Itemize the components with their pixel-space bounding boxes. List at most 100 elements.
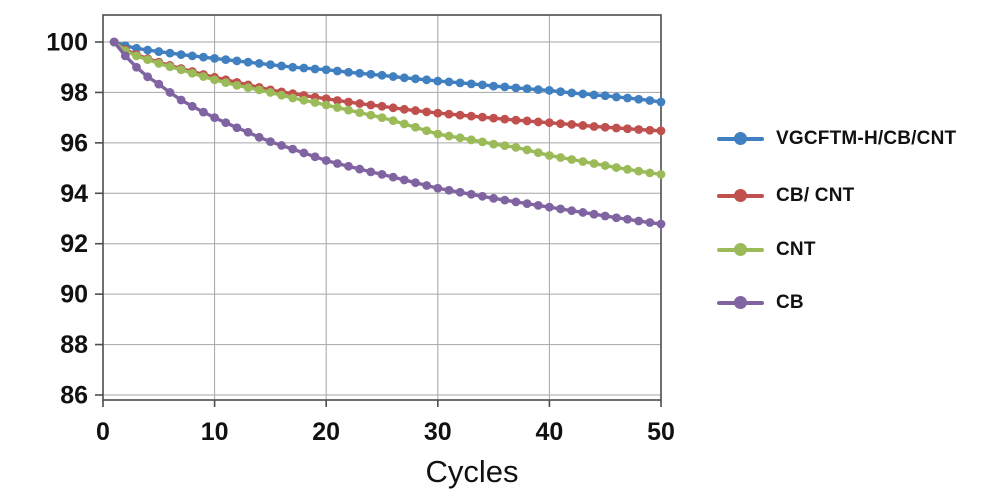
data-point-marker	[455, 78, 465, 88]
data-point-marker	[176, 65, 186, 75]
data-point-marker	[109, 37, 119, 47]
data-point-marker	[411, 74, 420, 84]
data-point-marker	[522, 116, 532, 126]
data-point-marker	[321, 94, 331, 104]
data-point-marker	[332, 66, 342, 76]
data-point-marker	[455, 187, 465, 197]
data-point-marker	[344, 97, 353, 107]
data-point-marker	[567, 88, 577, 98]
data-point-marker	[567, 206, 577, 216]
data-point-marker	[299, 63, 309, 73]
data-point-marker	[444, 185, 454, 195]
x-tick-label: 50	[647, 418, 675, 446]
data-point-marker	[310, 98, 320, 107]
data-point-marker	[332, 96, 342, 105]
data-point-marker	[455, 133, 465, 143]
data-point-marker	[489, 193, 498, 203]
data-point-marker	[266, 60, 275, 70]
data-point-marker	[355, 108, 365, 117]
legend-label: CB	[776, 292, 804, 313]
data-point-marker	[656, 219, 666, 229]
data-point-marker	[332, 103, 342, 112]
data-point-marker	[545, 86, 554, 95]
data-point-marker	[522, 199, 532, 209]
data-point-marker	[154, 47, 164, 56]
data-point-marker	[455, 110, 465, 120]
data-point-marker	[556, 87, 565, 97]
plot-border	[102, 14, 662, 401]
data-point-marker	[545, 118, 554, 128]
y-tick-label: 100	[46, 29, 88, 57]
data-point-marker	[500, 82, 510, 92]
data-point-marker	[399, 175, 409, 185]
data-point-marker	[522, 84, 532, 94]
y-tick-label: 88	[60, 331, 88, 359]
data-point-marker	[422, 181, 432, 190]
y-tick-label: 96	[60, 129, 88, 157]
x-tick-label: 20	[312, 418, 340, 446]
data-point-marker	[366, 167, 376, 177]
data-point-marker	[199, 107, 208, 117]
data-point-marker	[634, 94, 644, 104]
data-point-marker	[199, 72, 208, 81]
data-point-marker	[500, 195, 510, 205]
y-tick-label: 94	[60, 180, 88, 208]
data-point-marker	[366, 100, 376, 110]
data-point-marker	[611, 92, 621, 102]
legend-item-cb: CB	[717, 290, 804, 316]
data-point-marker	[132, 51, 141, 61]
data-point-marker	[344, 161, 353, 171]
data-point-marker	[511, 115, 521, 125]
data-point-marker	[366, 69, 376, 79]
data-point-marker	[210, 113, 220, 123]
data-point-marker	[600, 161, 610, 170]
data-point-marker	[500, 114, 510, 124]
data-point-marker	[154, 79, 164, 89]
data-point-marker	[623, 124, 632, 134]
data-point-marker	[143, 72, 153, 82]
data-point-marker	[399, 104, 409, 114]
data-point-marker	[221, 78, 231, 87]
data-point-marker	[388, 172, 398, 182]
data-point-marker	[243, 127, 253, 137]
data-point-marker	[388, 103, 398, 113]
data-point-marker	[288, 93, 298, 103]
data-point-marker	[355, 164, 365, 174]
data-point-marker	[277, 61, 286, 71]
data-point-marker	[656, 126, 666, 136]
data-point-marker	[422, 75, 432, 85]
y-tick-label: 98	[60, 79, 88, 107]
data-point-marker	[611, 213, 621, 223]
data-point-marker	[310, 64, 320, 74]
data-point-marker	[489, 113, 498, 123]
data-point-marker	[500, 141, 510, 151]
data-point-marker	[545, 151, 554, 160]
data-point-marker	[321, 100, 331, 110]
data-point-marker	[489, 81, 498, 91]
data-point-marker	[243, 83, 253, 93]
data-point-marker	[533, 148, 543, 158]
data-point-marker	[399, 119, 409, 129]
data-point-marker	[165, 62, 175, 72]
data-point-marker	[411, 106, 420, 115]
data-point-marker	[433, 76, 443, 86]
data-point-marker	[489, 139, 498, 149]
data-point-marker	[254, 59, 264, 68]
data-point-marker	[165, 48, 175, 58]
data-point-marker	[578, 89, 588, 99]
data-point-marker	[533, 200, 543, 210]
data-point-marker	[444, 109, 454, 119]
data-point-marker	[143, 45, 153, 55]
data-point-marker	[533, 85, 543, 95]
data-point-marker	[232, 123, 242, 133]
legend-label: CB/ CNT	[776, 185, 855, 206]
data-point-marker	[645, 125, 655, 135]
data-point-marker	[210, 53, 220, 63]
data-point-marker	[589, 209, 599, 219]
data-point-marker	[221, 55, 231, 65]
data-point-marker	[143, 55, 153, 65]
data-point-marker	[377, 70, 387, 80]
data-point-marker	[466, 111, 476, 121]
data-point-marker	[556, 204, 565, 214]
data-point-marker	[567, 155, 577, 164]
